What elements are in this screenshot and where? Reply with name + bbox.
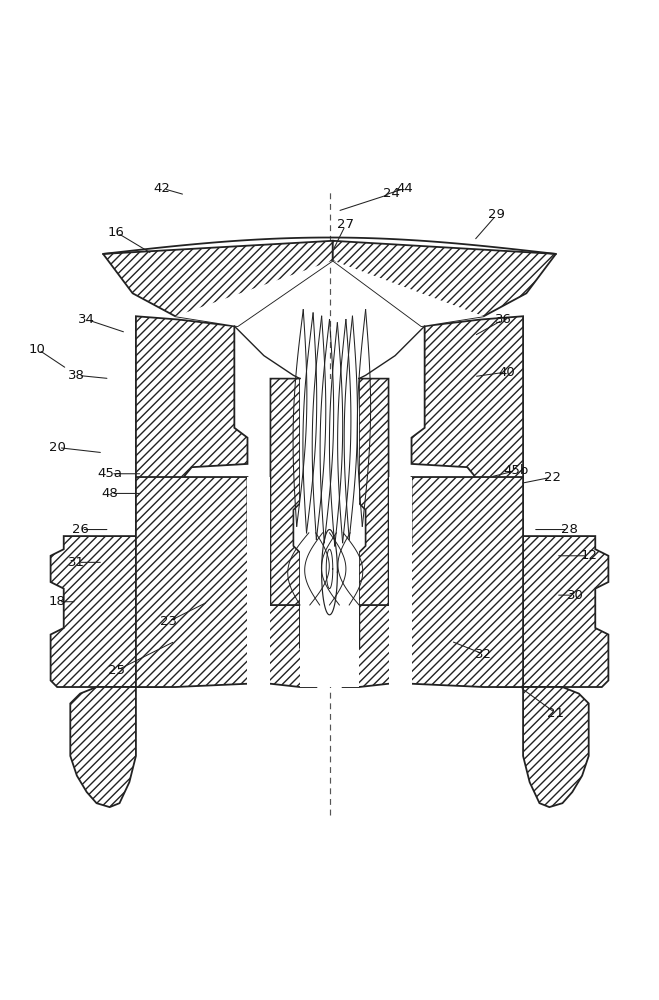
Polygon shape <box>136 477 316 687</box>
Polygon shape <box>389 477 411 687</box>
Text: 27: 27 <box>337 218 355 231</box>
Polygon shape <box>333 241 556 326</box>
Text: 18: 18 <box>49 595 66 608</box>
Text: 45a: 45a <box>97 467 122 480</box>
Text: 28: 28 <box>561 523 577 536</box>
Polygon shape <box>270 379 300 605</box>
Text: 12: 12 <box>580 549 597 562</box>
Text: 38: 38 <box>69 369 85 382</box>
Text: 45b: 45b <box>504 464 529 477</box>
Text: 48: 48 <box>101 487 118 500</box>
Polygon shape <box>175 260 333 326</box>
Text: 34: 34 <box>78 313 95 326</box>
Polygon shape <box>71 687 136 807</box>
Text: 42: 42 <box>154 182 171 195</box>
Polygon shape <box>51 536 136 687</box>
Text: 40: 40 <box>498 366 515 379</box>
Polygon shape <box>523 536 608 687</box>
Text: 26: 26 <box>72 523 88 536</box>
Text: 23: 23 <box>160 615 177 628</box>
Polygon shape <box>300 605 316 648</box>
Text: 20: 20 <box>49 441 66 454</box>
Polygon shape <box>248 477 270 687</box>
Text: 30: 30 <box>567 589 584 602</box>
Text: 44: 44 <box>397 182 413 195</box>
Text: 29: 29 <box>488 208 505 221</box>
Text: 16: 16 <box>108 226 125 239</box>
Polygon shape <box>343 605 359 648</box>
Polygon shape <box>136 316 248 687</box>
Text: 24: 24 <box>384 187 400 200</box>
Text: 10: 10 <box>29 343 46 356</box>
Polygon shape <box>343 477 523 687</box>
Text: 25: 25 <box>107 664 125 677</box>
Polygon shape <box>300 379 359 543</box>
Polygon shape <box>411 316 523 687</box>
Text: 22: 22 <box>544 471 561 484</box>
Polygon shape <box>333 260 484 326</box>
Polygon shape <box>103 241 333 326</box>
Polygon shape <box>359 379 389 605</box>
Text: 36: 36 <box>495 313 512 326</box>
Text: 21: 21 <box>548 707 564 720</box>
Text: 31: 31 <box>69 556 86 569</box>
Text: 32: 32 <box>475 648 492 661</box>
Polygon shape <box>300 379 359 687</box>
Polygon shape <box>523 687 588 807</box>
